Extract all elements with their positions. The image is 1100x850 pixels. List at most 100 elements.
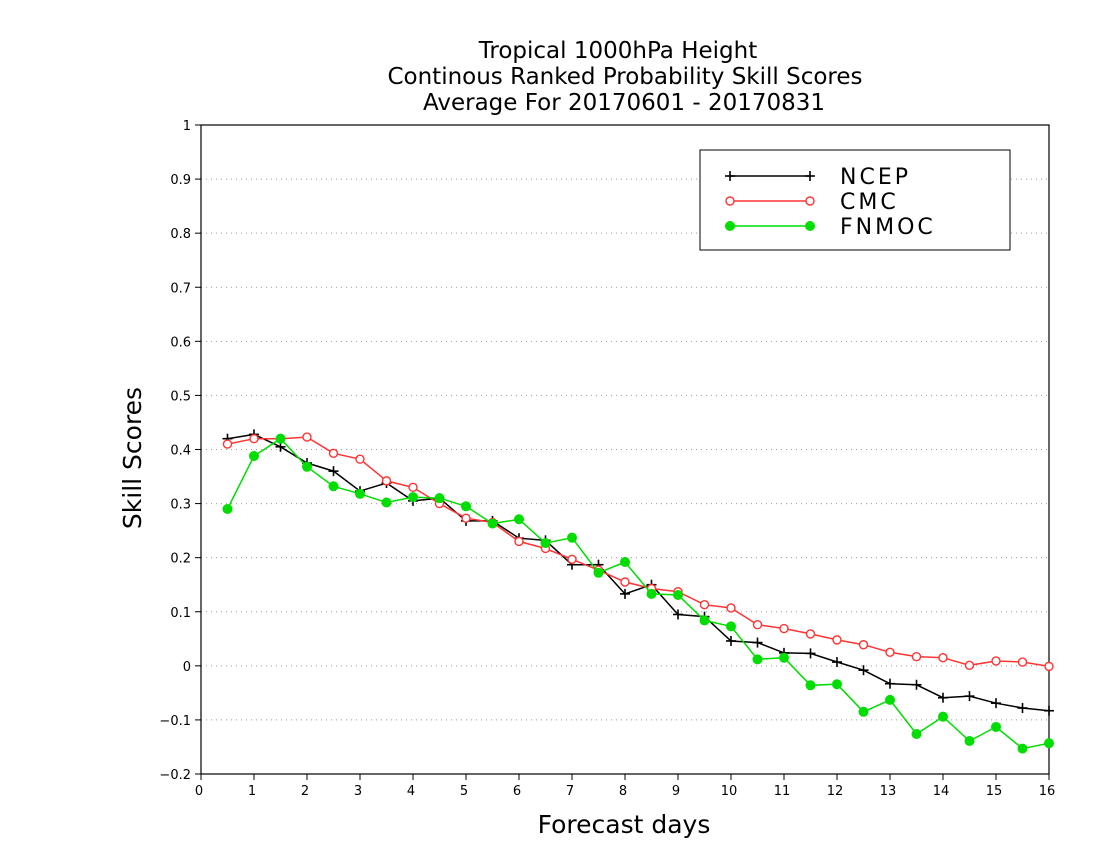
y-tick-label: 0.1 — [170, 606, 191, 621]
data-point-fnmoc — [1044, 738, 1054, 749]
data-point-cmc — [302, 432, 312, 442]
data-point-fnmoc — [567, 532, 577, 543]
data-point-cmc — [726, 603, 736, 613]
data-point-fnmoc — [991, 721, 1001, 732]
data-point-fnmoc — [646, 588, 657, 599]
x-tick-label: 16 — [1039, 784, 1056, 799]
data-point-fnmoc — [938, 711, 948, 722]
data-point-fnmoc — [328, 481, 339, 492]
x-tick-label: 13 — [880, 784, 897, 799]
data-point-ncep — [726, 635, 736, 646]
chart-title-line-1: Tropical 1000hPa Height — [478, 38, 758, 64]
legend-marker-cmc — [805, 196, 815, 206]
x-tick-label: 7 — [566, 784, 574, 799]
x-tick-label: 8 — [619, 784, 627, 799]
x-tick-label: 3 — [354, 784, 362, 799]
data-point-ncep — [964, 691, 975, 702]
data-point-fnmoc — [540, 538, 551, 549]
data-point-ncep — [885, 678, 895, 689]
y-tick-label: −0.2 — [159, 768, 191, 783]
x-tick-label: 0 — [195, 784, 203, 799]
data-point-fnmoc — [752, 654, 763, 665]
data-point-fnmoc — [673, 589, 683, 600]
data-point-ncep — [752, 637, 763, 648]
legend-marker-cmc — [725, 196, 735, 206]
data-point-cmc — [964, 660, 975, 670]
x-tick-label: 12 — [827, 784, 844, 799]
data-point-fnmoc — [726, 621, 736, 632]
data-point-ncep — [328, 466, 339, 477]
legend-label-cmc: CMC — [840, 190, 899, 215]
x-tick-label: 4 — [407, 784, 415, 799]
x-tick-label: 14 — [933, 784, 950, 799]
data-point-fnmoc — [434, 493, 445, 504]
y-tick-label: 0.4 — [170, 444, 191, 459]
legend-label-fnmoc: FNMOC — [840, 215, 936, 240]
data-point-ncep — [938, 692, 948, 703]
data-point-cmc — [832, 635, 842, 645]
data-point-fnmoc — [911, 728, 922, 739]
chart-title-line-3: Average For 20170601 - 20170831 — [423, 90, 825, 116]
data-point-fnmoc — [858, 706, 869, 717]
data-point-fnmoc — [620, 556, 630, 567]
x-tick-label: 5 — [460, 784, 468, 799]
data-point-cmc — [408, 482, 418, 493]
data-point-cmc — [858, 640, 869, 650]
legend-label-ncep: NCEP — [840, 165, 911, 190]
legend-marker-fnmoc — [805, 221, 815, 231]
data-point-fnmoc — [885, 694, 895, 705]
data-point-cmc — [620, 577, 630, 587]
data-point-cmc — [567, 554, 577, 564]
legend-entry-cmc: CMC — [725, 190, 899, 215]
data-point-ncep — [832, 657, 842, 668]
legend-entry-ncep: NCEP — [725, 165, 911, 190]
data-point-cmc — [911, 651, 922, 662]
data-point-cmc — [805, 629, 816, 639]
y-tick-label: 0.5 — [170, 389, 191, 404]
data-point-cmc — [249, 433, 259, 444]
data-point-fnmoc — [514, 514, 524, 525]
series-fnmoc — [222, 433, 1054, 754]
legend-entry-fnmoc: FNMOC — [725, 215, 936, 240]
data-point-fnmoc — [355, 488, 365, 499]
x-tick-label: 2 — [301, 784, 309, 799]
data-point-ncep — [1044, 705, 1054, 716]
data-point-fnmoc — [222, 503, 233, 514]
data-point-ncep — [620, 588, 630, 599]
y-tick-label: 0.6 — [170, 335, 191, 350]
data-point-cmc — [461, 513, 471, 523]
y-tick-label: 0.2 — [170, 552, 191, 567]
x-tick-label: 15 — [986, 784, 1003, 799]
y-tick-label: 0.7 — [170, 281, 191, 296]
data-point-cmc — [779, 623, 789, 634]
data-point-ncep — [991, 698, 1001, 709]
data-point-cmc — [885, 647, 895, 658]
chart-title-line-2: Continous Ranked Probability Skill Score… — [387, 64, 862, 90]
data-point-fnmoc — [699, 615, 710, 626]
axis-ticks — [195, 124, 1050, 780]
legend-marker-fnmoc — [725, 221, 735, 231]
series-layer — [222, 429, 1054, 754]
data-point-fnmoc — [805, 680, 816, 691]
data-point-fnmoc — [1017, 743, 1028, 754]
data-point-fnmoc — [832, 679, 842, 690]
data-point-ncep — [858, 665, 869, 676]
y-axis-label: Skill Scores — [118, 387, 147, 529]
y-tick-label: 0.9 — [170, 173, 191, 188]
legend-box — [699, 149, 1011, 251]
plot-frame — [200, 124, 1050, 775]
data-point-fnmoc — [964, 736, 975, 747]
data-point-ncep — [1017, 703, 1028, 714]
data-point-fnmoc — [275, 433, 286, 444]
data-point-cmc — [381, 476, 392, 486]
data-point-fnmoc — [249, 450, 259, 461]
y-tick-label: 0 — [183, 660, 191, 675]
data-point-cmc — [1044, 661, 1054, 672]
tick-labels: −0.2−0.100.10.20.30.40.50.60.70.80.910 1 2… — [159, 119, 1055, 799]
data-point-fnmoc — [461, 501, 471, 512]
data-point-cmc — [938, 653, 948, 663]
data-point-fnmoc — [408, 492, 418, 503]
data-point-fnmoc — [779, 652, 789, 663]
x-axis-label: Forecast days — [538, 810, 711, 839]
